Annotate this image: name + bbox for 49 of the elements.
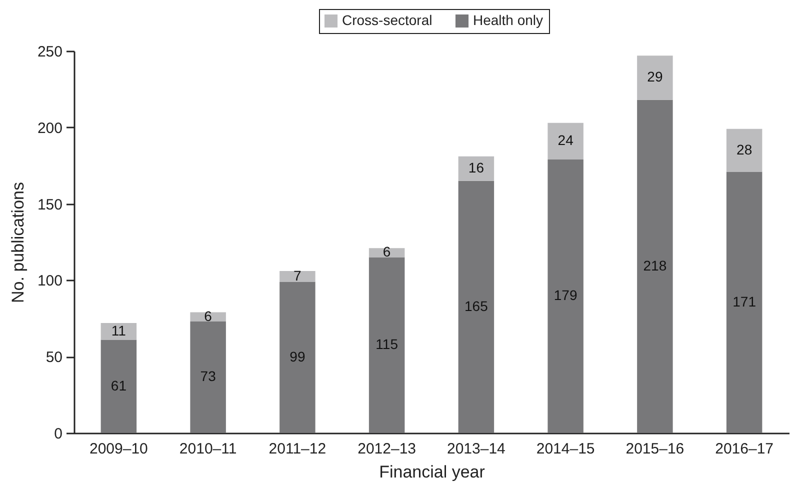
x-tick-label: 2013–14: [446, 440, 506, 458]
data-label: 28: [736, 141, 752, 158]
bar: [280, 271, 316, 282]
x-tick-label: 2016–17: [715, 440, 774, 458]
bar: [548, 122, 584, 160]
x-tick-label: 2014–15: [536, 440, 595, 458]
data-label: 171: [732, 293, 756, 310]
data-label: 6: [204, 308, 212, 324]
data-label: 29: [647, 68, 663, 85]
y-tick-label: 250: [37, 44, 62, 60]
data-label: 179: [554, 287, 578, 304]
data-label: 7: [294, 267, 302, 284]
data-label: 99: [290, 348, 306, 364]
x-tick-label: 2012–13: [358, 440, 416, 458]
legend-label: Cross-sectoral: [342, 12, 432, 28]
data-label: 11: [111, 322, 126, 338]
bar: [458, 156, 494, 181]
y-tick-label: 200: [37, 120, 62, 137]
bar: [190, 321, 226, 433]
y-tick-label: 50: [46, 349, 62, 366]
data-label: 16: [468, 160, 484, 176]
data-label: 165: [464, 298, 488, 314]
bar: [726, 128, 762, 172]
bar: [548, 159, 584, 433]
bar: [637, 56, 673, 100]
x-tick-label: 2015–16: [626, 440, 684, 458]
bar: [368, 257, 405, 433]
data-label: 61: [110, 377, 127, 394]
y-tick-label: 0: [54, 426, 62, 442]
data-label: 115: [376, 336, 398, 352]
bar: [100, 322, 137, 340]
bar: [368, 248, 405, 258]
data-label: 24: [558, 132, 574, 148]
legend-label: Health only: [473, 12, 544, 28]
x-tick-label: 2009–10: [89, 440, 148, 458]
bar: [637, 100, 673, 433]
bar: [280, 282, 316, 433]
y-tick-label: 100: [37, 272, 62, 290]
bar: [458, 180, 494, 433]
y-tick-label: 150: [37, 196, 62, 214]
data-label: 218: [643, 257, 667, 274]
y-axis-title: No. publications: [8, 182, 28, 303]
data-label: 6: [382, 244, 391, 260]
bar: [726, 172, 762, 433]
x-axis-title: Financial year: [379, 462, 486, 482]
bar: [100, 340, 137, 433]
x-tick-label: 2011–12: [268, 440, 326, 458]
data-label: 73: [200, 368, 216, 384]
x-tick-label: 2010–11: [179, 440, 237, 458]
